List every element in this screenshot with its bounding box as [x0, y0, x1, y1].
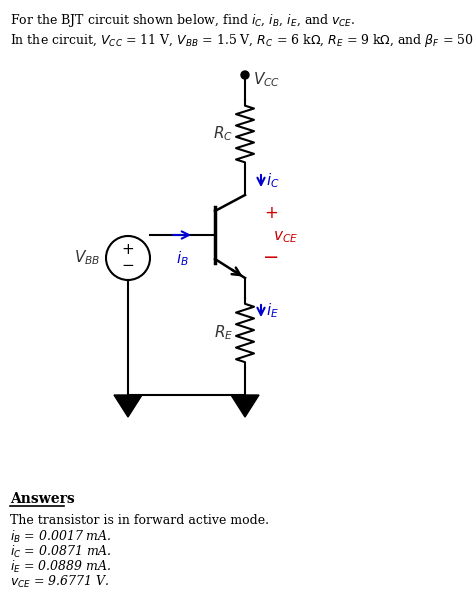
Text: +: +: [122, 243, 134, 257]
Text: For the BJT circuit shown below, find $i_C$, $i_B$, $i_E$, and $v_{CE}$.: For the BJT circuit shown below, find $i…: [10, 12, 356, 29]
Text: $i_C$ = 0.0871 mA.: $i_C$ = 0.0871 mA.: [10, 544, 112, 560]
Text: $i_B$: $i_B$: [175, 249, 189, 268]
Text: $i_E$: $i_E$: [266, 301, 279, 321]
Text: Answers: Answers: [10, 492, 75, 506]
Text: $i_B$ = 0.0017 mA.: $i_B$ = 0.0017 mA.: [10, 529, 112, 545]
Text: +: +: [264, 204, 278, 222]
Text: $v_{CE}$ = 9.6771 V.: $v_{CE}$ = 9.6771 V.: [10, 574, 109, 590]
Circle shape: [241, 71, 249, 79]
Text: $V_{CC}$: $V_{CC}$: [253, 70, 280, 88]
Text: $i_C$: $i_C$: [266, 172, 280, 190]
Text: $i_E$ = 0.0889 mA.: $i_E$ = 0.0889 mA.: [10, 559, 111, 575]
Text: $R_C$: $R_C$: [213, 125, 233, 143]
Text: $R_E$: $R_E$: [214, 324, 233, 343]
Text: The transistor is in forward active mode.: The transistor is in forward active mode…: [10, 514, 269, 527]
Text: −: −: [122, 258, 134, 273]
Text: −: −: [263, 249, 279, 268]
Text: $v_{CE}$: $v_{CE}$: [273, 229, 298, 245]
Text: $V_{BB}$: $V_{BB}$: [73, 249, 100, 267]
Polygon shape: [231, 395, 259, 417]
Polygon shape: [114, 395, 142, 417]
Text: In the circuit, $V_{CC}$ = 11 V, $V_{BB}$ = 1.5 V, $R_C$ = 6 k$\Omega$, $R_E$ = : In the circuit, $V_{CC}$ = 11 V, $V_{BB}…: [10, 32, 474, 49]
